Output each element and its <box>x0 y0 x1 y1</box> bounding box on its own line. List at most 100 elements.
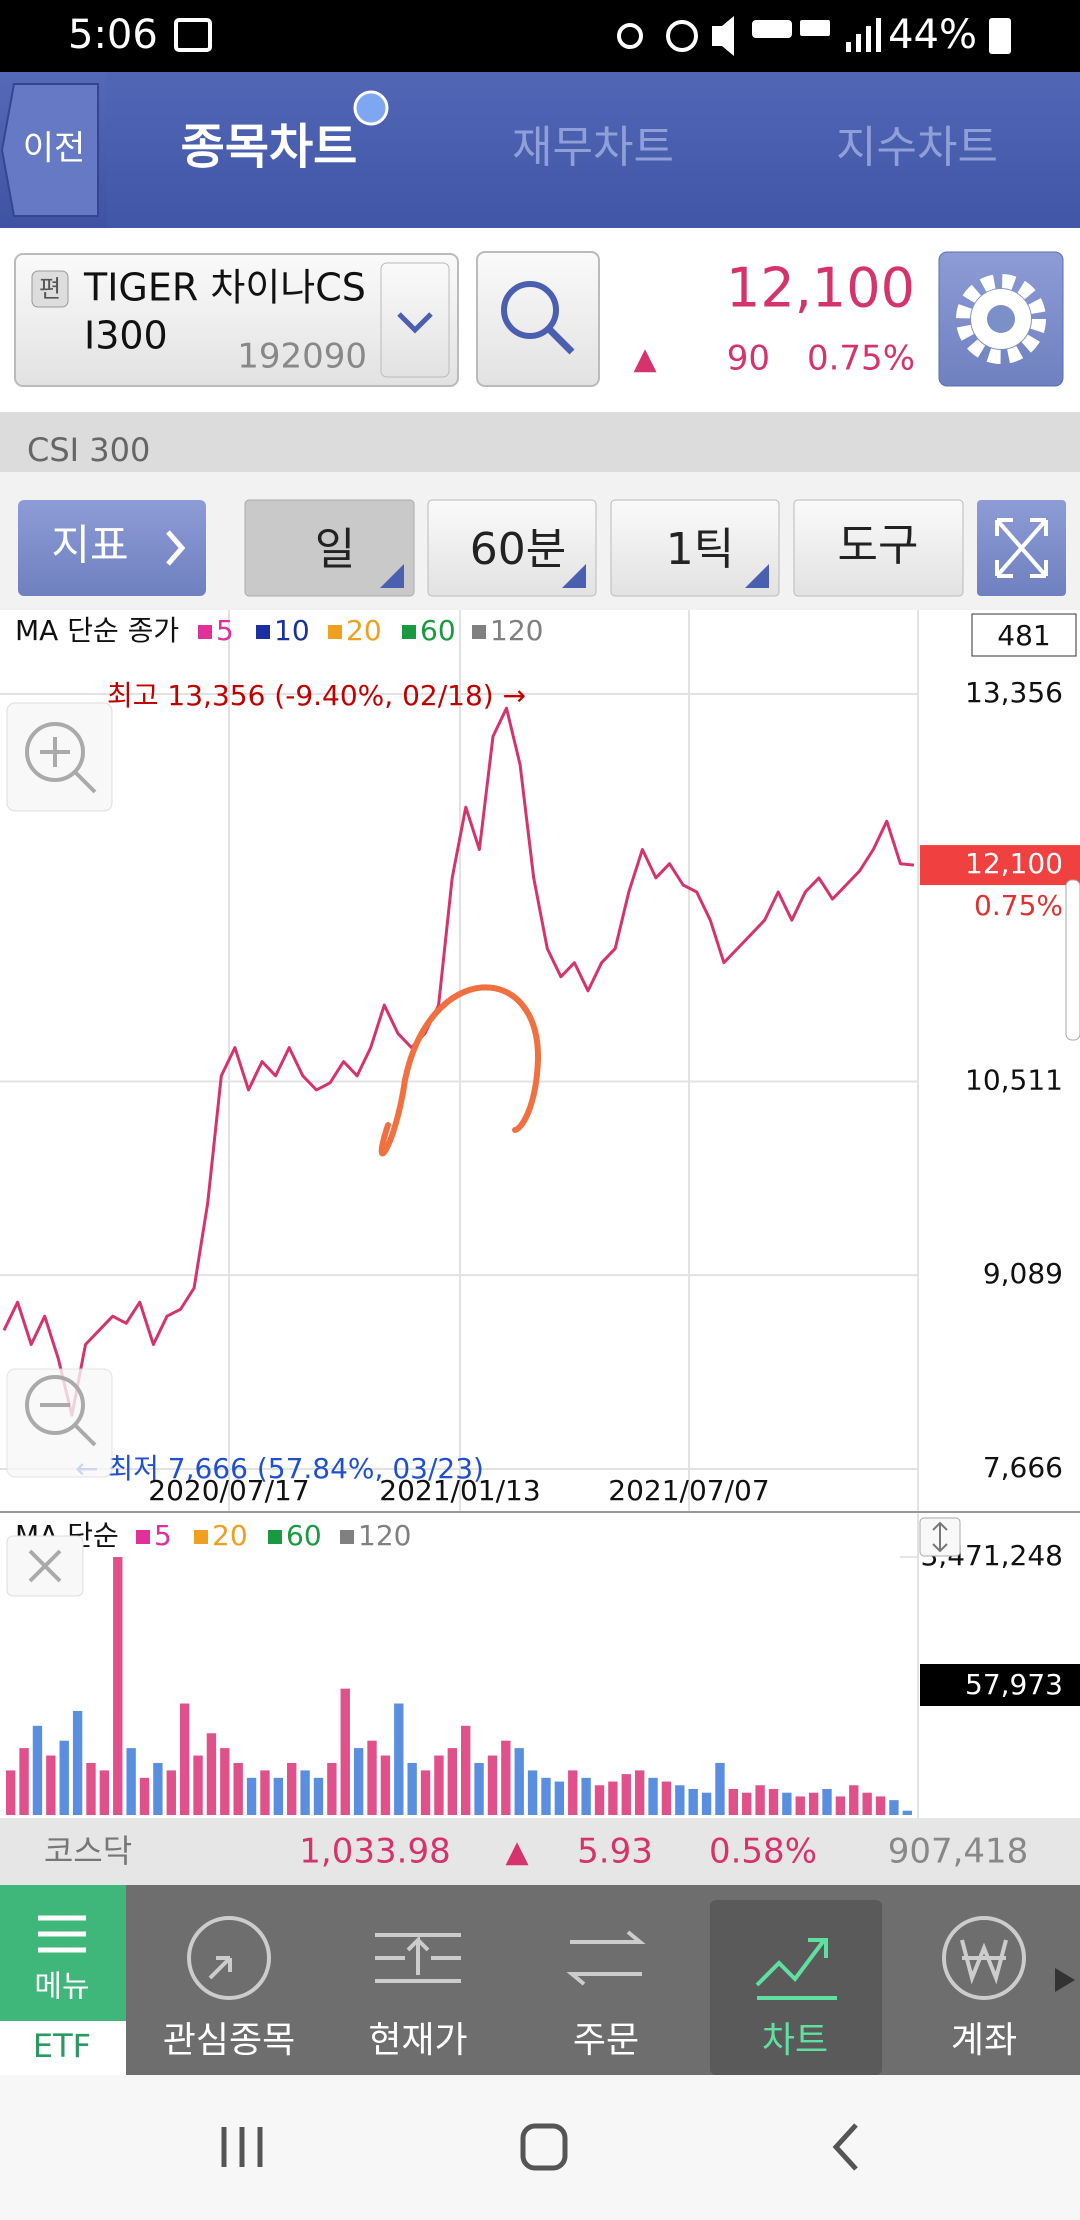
volume-bar <box>782 1792 792 1815</box>
volume-bar <box>313 1777 324 1815</box>
period-label[interactable]: 1틱 <box>666 524 734 575</box>
status-bar <box>0 0 1080 72</box>
period-label[interactable]: 일 <box>315 524 355 575</box>
volume-bar <box>287 1762 297 1815</box>
back-nav[interactable] <box>832 2123 858 2171</box>
y-tick-label: 13,356 <box>965 676 1063 709</box>
stock-name: TIGER 차이나CS <box>83 266 366 310</box>
counter: 481 <box>997 619 1050 652</box>
tools-button[interactable] <box>793 499 964 597</box>
menu-button[interactable] <box>0 1885 126 2021</box>
last-volume-box <box>920 1664 1080 1706</box>
home-button[interactable] <box>520 2123 568 2171</box>
tab-bar <box>106 72 1080 228</box>
x-tick-label: 2021/07/07 <box>608 1474 769 1507</box>
legend-swatch <box>194 1530 208 1544</box>
volume-bar <box>19 1748 29 1815</box>
volume-bar <box>6 1770 16 1815</box>
volume-bar <box>179 1703 190 1815</box>
recent-apps[interactable] <box>221 2127 263 2167</box>
volume-bar <box>568 1770 578 1815</box>
nav-label[interactable]: 관심종목 <box>163 2020 295 2061</box>
nav-label[interactable]: 차트 <box>762 2020 828 2061</box>
period-label[interactable]: 60분 <box>470 524 566 575</box>
volume-bar <box>594 1785 605 1815</box>
etf-button[interactable] <box>0 2021 126 2075</box>
legend-swatch <box>136 1530 150 1544</box>
volume-bar <box>501 1740 511 1815</box>
volume-bar <box>300 1770 310 1815</box>
tab-active[interactable]: 종목차트 <box>181 119 358 175</box>
volume-bar <box>808 1792 819 1815</box>
index-bar <box>0 412 1080 472</box>
volume-bar <box>407 1762 417 1815</box>
tab[interactable]: 지수차트 <box>836 122 998 173</box>
badge: 편 <box>39 275 61 303</box>
back-label[interactable]: 이전 <box>23 129 86 169</box>
zoom-out-button[interactable] <box>6 1368 113 1478</box>
resize-handle[interactable] <box>919 1517 961 1557</box>
x-tick-label: 2021/01/13 <box>379 1474 540 1507</box>
search-button[interactable] <box>476 251 600 387</box>
index-name: CSI 300 <box>27 431 150 469</box>
nav-active <box>710 1900 882 2075</box>
period-corner <box>380 564 769 588</box>
scroll-handle[interactable] <box>1065 879 1080 1041</box>
volume-bar <box>206 1733 217 1815</box>
volume-bar <box>768 1788 779 1815</box>
period-button[interactable] <box>244 499 415 597</box>
vol-legend: 5 20 60 120 <box>136 1519 411 1552</box>
expand-icon <box>995 518 1048 578</box>
tab[interactable]: 재무차트 <box>512 122 674 173</box>
last-volume: 57,973 <box>965 1668 1063 1701</box>
volume-bar <box>728 1788 739 1815</box>
nav-label[interactable]: 주문 <box>573 2020 639 2061</box>
volume-bar <box>367 1740 377 1815</box>
volume-bar <box>648 1777 658 1815</box>
volume-bar <box>688 1788 698 1815</box>
legend-swatch <box>198 625 212 639</box>
volume-bar <box>822 1788 832 1815</box>
volume-layer: 3,471,248 <box>6 1513 1063 1818</box>
price-layer: 13,356 10,511 9,089 7,666 12,100 0.75% <box>2 676 1080 1484</box>
nav-more[interactable] <box>1055 1968 1075 1992</box>
legend-label: 20 <box>346 614 382 647</box>
volume-bar <box>193 1755 203 1815</box>
nav-label[interactable]: 현재가 <box>368 2020 467 2061</box>
battery-level: 44% <box>888 12 977 58</box>
stock-selector[interactable] <box>14 253 459 387</box>
period-button[interactable] <box>427 499 597 597</box>
search-icon <box>546 326 575 355</box>
volume-bar <box>621 1774 631 1815</box>
volume-bar <box>139 1777 150 1815</box>
etf-label[interactable]: ETF <box>33 2027 91 2065</box>
volume-bar <box>273 1777 284 1815</box>
volume-bar <box>755 1785 765 1815</box>
dropdown-chevron <box>397 312 433 334</box>
tools-label[interactable]: 도구 <box>838 520 919 571</box>
gallery-icon <box>174 18 212 52</box>
close-volume-button[interactable] <box>6 1535 84 1597</box>
volume-bar <box>126 1748 136 1815</box>
menu-label[interactable]: 메뉴 <box>34 1970 89 2005</box>
volume-bar <box>86 1762 96 1815</box>
volume-bar <box>675 1785 685 1815</box>
nav-label[interactable]: 계좌 <box>951 2020 1017 2061</box>
zoom-in-button[interactable] <box>6 702 113 812</box>
volume-bar <box>661 1781 672 1815</box>
high-note: 최고 13,356 (-9.40%, 02/18) → <box>107 679 526 712</box>
back-button[interactable] <box>0 83 99 217</box>
last-price-pct: 0.75% <box>974 889 1063 922</box>
status-time: 5:06 <box>68 12 158 58</box>
price-change-pct: 0.75% <box>807 339 915 379</box>
last-price-label: 12,100 <box>965 847 1063 880</box>
period-button[interactable] <box>610 499 780 597</box>
volume-bar <box>72 1710 83 1815</box>
indicator-button[interactable] <box>18 500 206 596</box>
indicator-label[interactable]: 지표 <box>51 521 128 570</box>
legend-label: 60 <box>420 614 456 647</box>
volume-bar <box>889 1800 899 1815</box>
dropdown-button[interactable] <box>380 262 450 378</box>
volume-bar <box>353 1748 364 1815</box>
